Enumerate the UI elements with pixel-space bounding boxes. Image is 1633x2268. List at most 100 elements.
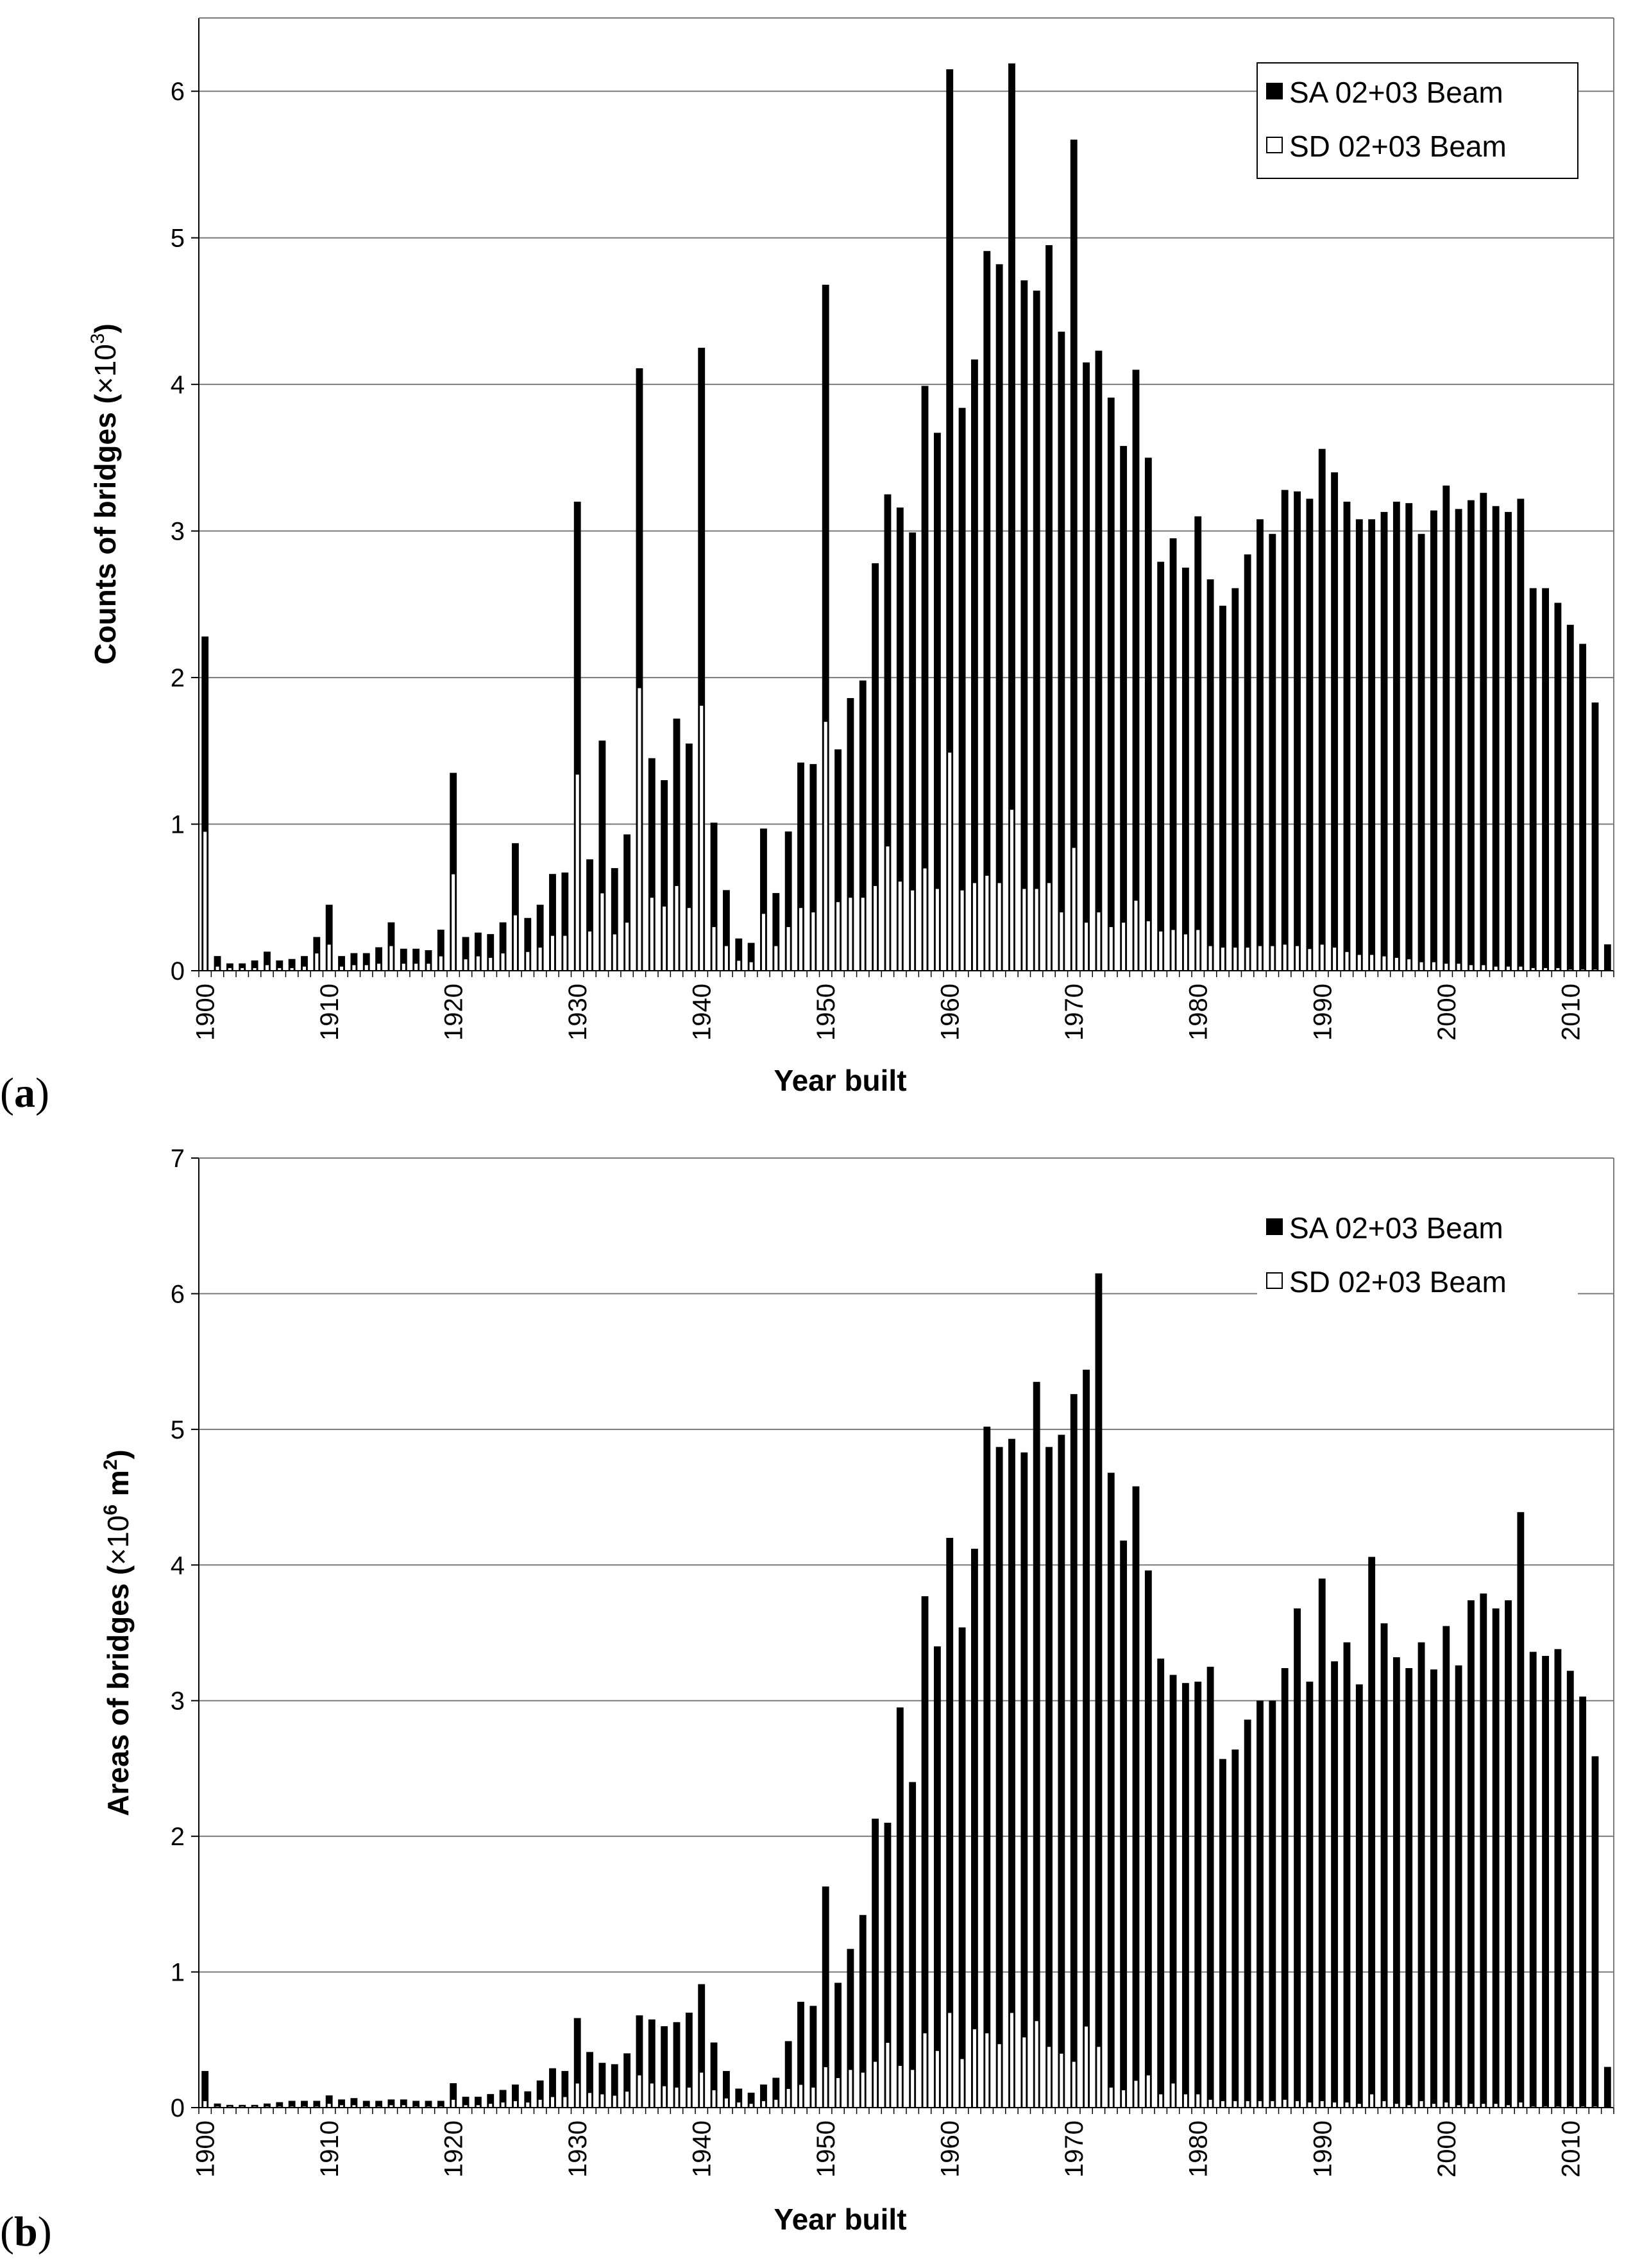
bar-sa-b-2002 [1468,1600,1475,2108]
y-tick-label-b-3: 3 [171,1687,185,1716]
bar-sd-a-1980 [1196,929,1201,971]
bar-sa-b-1964 [995,1447,1003,2108]
bar-sa-b-1955 [884,1823,892,2108]
bar-sd-a-1997 [1407,959,1412,971]
bar-sd-b-1983 [1233,2100,1238,2108]
bar-sd-a-1924 [500,953,505,971]
bar-sd-a-1948 [798,907,804,971]
bar-sa-a-1945 [760,828,767,971]
x-tick-label-b-1960: 1960 [936,2120,965,2178]
bar-sa-b-1958 [921,1596,929,2108]
bar-sd-b-1962 [972,2028,977,2108]
bar-sa-b-1932 [598,2063,606,2108]
bar-sa-a-1986 [1269,534,1276,971]
bar-sd-a-1969 [1059,912,1064,971]
bar-sa-b-1959 [933,1646,941,2108]
bar-sd-b-1954 [873,2061,878,2108]
bar-sa-a-1926 [524,917,532,971]
bar-sa-b-1953 [859,1914,867,2108]
bar-sd-a-1957 [910,889,915,971]
bar-sd-a-1923 [488,957,493,971]
bar-sa-b-2000 [1443,1626,1450,2108]
bar-sa-a-1929 [561,872,569,971]
bar-sd-a-1968 [1047,882,1052,971]
bar-sa-b-1929 [561,2070,569,2108]
x-tick-label-a-1980: 1980 [1185,984,1213,1041]
x-tick-label-a-2010: 2010 [1557,984,1585,1041]
bar-sa-a-1953 [859,680,867,971]
bar-sd-b-1967 [1034,2020,1039,2108]
bar-sa-b-1978 [1169,1675,1177,2108]
bar-sa-a-1932 [598,740,606,971]
y-tick-labels-b: 0 1 2 3 4 5 6 7 [171,1145,185,2122]
bar-sd-b-1935 [637,2074,642,2108]
bar-sd-a-1992 [1344,951,1350,971]
bar-sd-b-1925 [512,2100,518,2108]
bar-sa-a-1997 [1405,503,1413,971]
legend-b: SA 02+03 Beam SD 02+03 Beam [1257,1198,1578,1314]
bar-sd-b-1989 [1307,2102,1312,2108]
bar-sa-b-1982 [1219,1759,1226,2108]
bar-sa-b-1912 [350,2098,358,2108]
bar-sa-a-1916 [400,948,407,971]
bar-sa-a-1910 [325,905,333,971]
bar-sd-b-1998 [1419,2100,1424,2108]
bar-sd-a-1935 [637,687,642,971]
bar-sd-a-1961 [960,889,965,971]
bar-sd-a-1909 [314,953,319,971]
y-axis-title-b-mid: m [101,1470,135,1505]
y-axis-title-a-sup: 3 [87,333,108,344]
bar-sd-a-1974 [1121,922,1126,971]
bar-sa-a-1928 [549,874,556,971]
bar-sd-a-1914 [377,963,382,971]
bar-sd-a-1996 [1394,957,1399,971]
bar-sd-a-1970 [1071,847,1076,971]
bar-sd-b-1949 [811,2086,816,2108]
bar-sa-a-1976 [1144,457,1152,971]
bar-sa-a-2007 [1529,588,1537,971]
x-tick-label-b-1900: 1900 [192,2120,220,2178]
bar-sd-b-1990 [1319,2100,1324,2108]
bar-sa-a-1954 [872,563,879,971]
bar-sa-a-1917 [412,948,420,971]
bar-sa-b-1996 [1392,1657,1400,2108]
bar-sd-a-1910 [326,944,332,971]
bar-sa-b-2008 [1542,1655,1549,2108]
bar-sa-b-2006 [1517,1512,1525,2108]
bar-sd-a-1946 [774,945,779,971]
bar-sd-b-1947 [786,2088,791,2108]
bar-sa-a-1922 [474,932,482,971]
bar-sa-b-1981 [1206,1666,1214,2108]
bar-sa-a-1967 [1033,290,1040,971]
bar-sa-b-1930 [573,2018,581,2108]
bar-sd-b-1939 [686,2086,691,2108]
bar-sa-a-1952 [847,698,854,971]
y-axis-title-a-end: ) [89,323,122,333]
bar-sd-a-1976 [1146,920,1151,971]
bar-sd-a-1925 [512,914,518,971]
bar-sd-b-1982 [1220,2100,1225,2108]
bar-sd-a-2001 [1456,963,1461,971]
bar-sa-a-1941 [710,823,718,971]
bar-sd-b-1924 [500,2102,505,2108]
bar-sd-a-1989 [1307,948,1312,971]
legend-label-sa-b: SA 02+03 Beam [1289,1211,1503,1245]
y-tick-label-b-5: 5 [171,1416,185,1444]
bar-sd-b-1960 [947,2012,952,2108]
bar-sd-a-1972 [1096,912,1101,971]
bar-sa-b-2012 [1591,1756,1599,2108]
bars-b [201,1273,1611,2108]
bar-sa-a-1903 [239,963,246,971]
y-tick-label-b-4: 4 [171,1551,185,1580]
bar-sa-a-1995 [1380,511,1388,971]
bar-sa-b-1937 [661,2026,668,2108]
bar-sd-a-1985 [1257,945,1263,971]
bar-sd-b-1930 [575,2083,580,2108]
bar-sa-a-1990 [1318,448,1326,971]
bar-sa-b-1960 [946,1538,954,2108]
bar-sa-a-1936 [648,758,656,971]
y-tick-labels-a: 0 1 2 3 4 5 6 [171,78,185,985]
bar-sa-a-2009 [1554,602,1562,971]
bar-sa-a-1947 [784,831,792,971]
bar-sd-a-1901 [215,966,220,971]
